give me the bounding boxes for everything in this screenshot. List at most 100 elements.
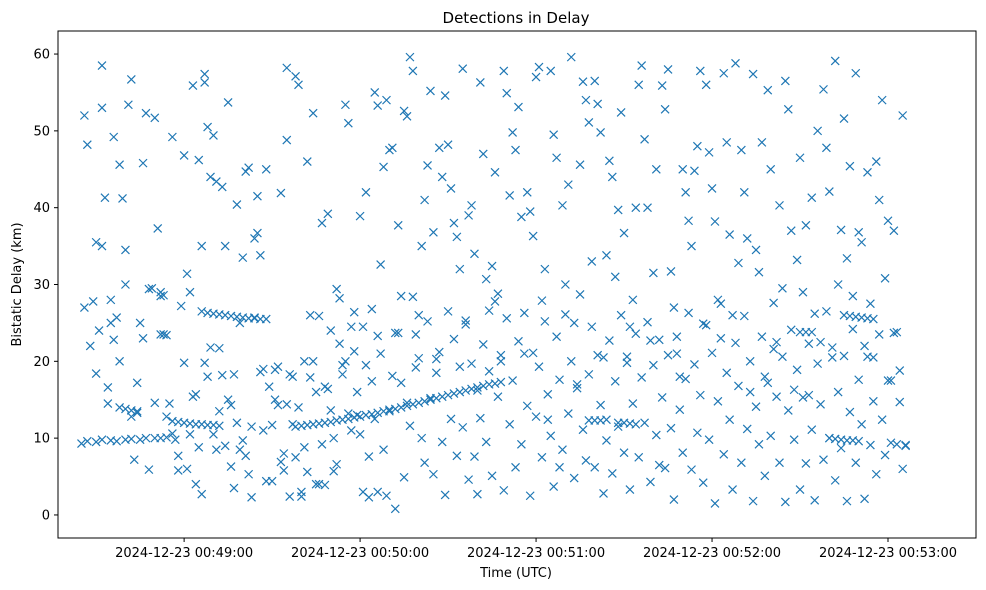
- detection-point: [376, 260, 386, 269]
- detection-point: [420, 195, 430, 205]
- detection-point: [279, 465, 289, 475]
- detection-point: [816, 337, 825, 347]
- detection-point: [813, 126, 823, 136]
- detection-point: [707, 348, 717, 358]
- detection-point: [141, 108, 151, 118]
- detection-point: [599, 353, 608, 362]
- detection-point: [358, 322, 368, 332]
- detection-point: [502, 88, 512, 98]
- detection-point: [610, 272, 620, 282]
- detection-point: [657, 81, 667, 90]
- detection-point: [288, 372, 298, 382]
- detection-point: [478, 381, 488, 391]
- detection-point: [625, 485, 635, 495]
- detection-point: [311, 387, 321, 397]
- detection-point: [643, 203, 652, 213]
- detection-point: [121, 245, 130, 255]
- x-tick-label: 2024-12-23 00:53:00: [819, 546, 957, 561]
- detection-point: [376, 349, 386, 359]
- detection-point: [338, 360, 347, 370]
- detection-point: [478, 149, 488, 159]
- detection-point: [769, 344, 779, 354]
- detection-point: [528, 348, 538, 358]
- detection-point: [590, 462, 600, 472]
- detection-point: [698, 478, 708, 488]
- detection-point: [572, 379, 582, 389]
- detection-point: [276, 457, 286, 467]
- detection-point: [613, 422, 623, 432]
- detection-point: [798, 392, 808, 402]
- detection-point: [408, 292, 418, 302]
- detection-point: [414, 310, 424, 320]
- detection-point: [382, 95, 391, 105]
- detection-point: [854, 227, 864, 237]
- detection-point: [226, 462, 236, 471]
- detection-point: [88, 296, 98, 306]
- detection-point: [895, 397, 905, 407]
- detection-point: [112, 436, 122, 446]
- detection-point: [778, 352, 787, 362]
- detection-point: [569, 318, 579, 328]
- detection-point: [379, 445, 388, 455]
- detection-point: [311, 479, 321, 489]
- detection-point: [211, 445, 221, 455]
- detection-point: [807, 425, 817, 435]
- detection-point: [443, 306, 453, 316]
- detection-point: [326, 326, 336, 336]
- detection-point: [226, 400, 236, 410]
- detection-point: [575, 160, 585, 170]
- detection-point: [640, 134, 650, 144]
- detection-point: [563, 180, 573, 190]
- detection-point: [684, 308, 693, 318]
- detection-point: [789, 385, 799, 395]
- detection-point: [827, 353, 837, 362]
- detection-point: [505, 190, 515, 200]
- detection-point: [455, 362, 465, 372]
- detection-point: [443, 140, 453, 150]
- detection-point: [555, 375, 564, 385]
- detection-point: [616, 310, 626, 320]
- detection-point: [217, 370, 227, 380]
- detection-point: [819, 84, 828, 94]
- detection-point: [566, 52, 576, 62]
- detection-point: [786, 325, 796, 335]
- detection-point: [387, 371, 397, 381]
- detection-point: [144, 284, 154, 294]
- detection-point: [555, 462, 564, 472]
- detection-point: [214, 343, 224, 353]
- detection-point: [79, 111, 89, 120]
- detection-point: [719, 68, 729, 78]
- detection-point: [848, 324, 858, 334]
- detection-point: [669, 495, 679, 505]
- detection-point: [305, 373, 315, 382]
- detection-point: [839, 351, 849, 361]
- detection-point: [851, 68, 861, 78]
- detection-point: [206, 343, 215, 352]
- detection-point: [857, 237, 867, 247]
- detection-point: [373, 101, 383, 110]
- detection-point: [250, 233, 259, 243]
- detection-point: [446, 184, 456, 193]
- detection-point: [490, 167, 500, 177]
- detection-point: [646, 477, 655, 487]
- detection-point: [704, 147, 714, 157]
- detection-point: [106, 295, 116, 305]
- detection-point: [461, 316, 471, 326]
- detection-point: [516, 212, 526, 222]
- detection-point: [634, 80, 644, 90]
- detection-point: [675, 405, 685, 415]
- detection-point: [713, 396, 723, 406]
- detection-point: [179, 358, 189, 368]
- detection-point: [833, 280, 843, 289]
- detection-point: [734, 381, 743, 391]
- detection-point: [434, 143, 444, 153]
- detection-point: [121, 280, 130, 289]
- detection-point: [390, 328, 400, 338]
- detection-point: [751, 245, 761, 255]
- detection-point: [648, 360, 658, 370]
- detection-point: [461, 320, 471, 329]
- detection-point: [282, 135, 292, 145]
- detection-point: [291, 452, 300, 462]
- detection-point: [751, 402, 761, 412]
- detection-point: [669, 303, 679, 312]
